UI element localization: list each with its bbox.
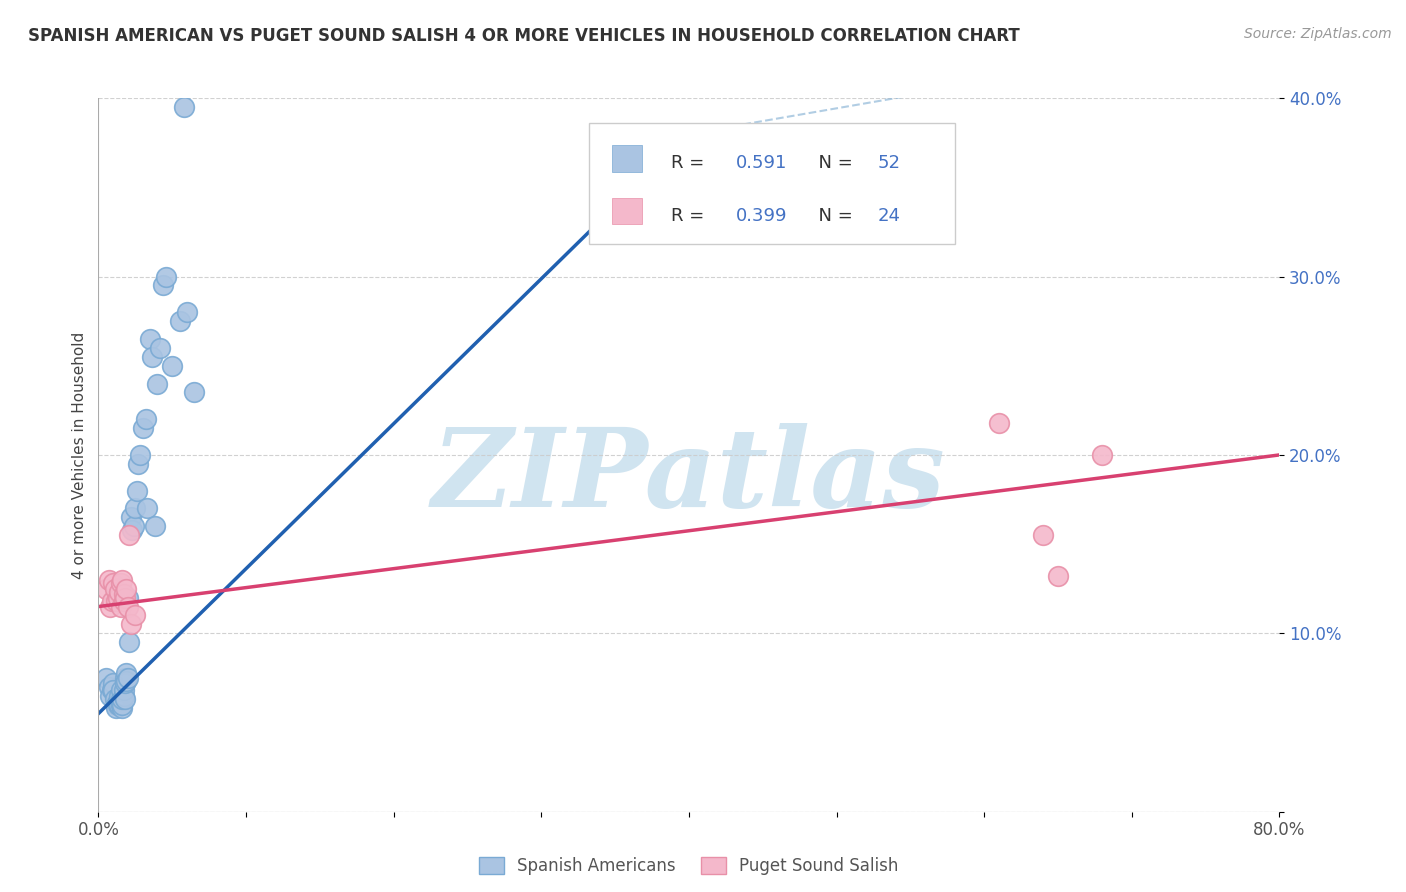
FancyBboxPatch shape <box>612 145 641 172</box>
Point <box>124 501 146 516</box>
Point <box>110 683 132 698</box>
Point <box>103 676 125 690</box>
Point <box>105 698 128 712</box>
Point <box>94 671 117 685</box>
Point <box>118 635 141 649</box>
Point <box>104 582 127 596</box>
Point <box>114 692 136 706</box>
Point <box>97 573 120 587</box>
Point <box>110 599 132 614</box>
Point <box>146 376 169 391</box>
Point <box>128 448 150 462</box>
Point <box>111 573 134 587</box>
Point <box>103 576 125 591</box>
Text: R =: R = <box>671 207 710 225</box>
Point <box>152 278 174 293</box>
Point <box>135 412 157 426</box>
Point <box>149 341 172 355</box>
Point <box>103 683 125 698</box>
Point <box>108 698 131 712</box>
Point <box>141 350 163 364</box>
Point <box>1091 448 1114 462</box>
Point <box>117 599 139 614</box>
Point <box>111 698 134 712</box>
Point <box>107 694 129 708</box>
Point <box>97 680 120 694</box>
Point <box>112 683 135 698</box>
Point <box>117 591 139 605</box>
Point <box>94 582 117 596</box>
Point <box>169 314 191 328</box>
Point <box>162 359 183 373</box>
Point <box>173 100 195 114</box>
Text: Source: ZipAtlas.com: Source: ZipAtlas.com <box>1244 27 1392 41</box>
Point <box>136 501 159 516</box>
Point <box>1046 569 1069 583</box>
Point <box>115 665 138 680</box>
Point <box>110 576 132 591</box>
Point <box>100 594 122 608</box>
Text: N =: N = <box>807 207 859 225</box>
Point <box>115 674 138 689</box>
Point <box>107 591 129 605</box>
Point <box>139 332 162 346</box>
Point <box>1032 528 1054 542</box>
Point <box>125 483 148 498</box>
Point <box>143 519 166 533</box>
Point <box>98 689 121 703</box>
Point <box>105 701 128 715</box>
Point <box>127 457 149 471</box>
Text: 0.399: 0.399 <box>737 207 787 225</box>
Point <box>987 416 1010 430</box>
Legend: Spanish Americans, Puget Sound Salish: Spanish Americans, Puget Sound Salish <box>472 850 905 882</box>
Point <box>110 698 132 712</box>
Point <box>155 269 177 284</box>
Point <box>111 701 134 715</box>
Point <box>105 594 128 608</box>
Text: 52: 52 <box>877 154 901 172</box>
Point <box>114 671 136 685</box>
Point <box>108 689 131 703</box>
Point <box>112 587 135 601</box>
Point <box>104 692 127 706</box>
Point <box>111 692 134 706</box>
Point <box>112 689 135 703</box>
Point <box>114 676 136 690</box>
Text: N =: N = <box>807 154 859 172</box>
Text: 0.591: 0.591 <box>737 154 787 172</box>
Point <box>112 594 135 608</box>
Point <box>183 385 205 400</box>
Y-axis label: 4 or more Vehicles in Household: 4 or more Vehicles in Household <box>72 331 87 579</box>
Text: 24: 24 <box>877 207 901 225</box>
FancyBboxPatch shape <box>612 197 641 224</box>
Point <box>115 582 138 596</box>
Point <box>100 683 122 698</box>
Text: SPANISH AMERICAN VS PUGET SOUND SALISH 4 OR MORE VEHICLES IN HOUSEHOLD CORRELATI: SPANISH AMERICAN VS PUGET SOUND SALISH 4… <box>28 27 1019 45</box>
Point <box>117 671 139 685</box>
Point <box>108 694 131 708</box>
Point <box>120 510 142 524</box>
Text: ZIPatlas: ZIPatlas <box>432 423 946 530</box>
Point <box>121 523 143 537</box>
FancyBboxPatch shape <box>589 123 955 244</box>
Point <box>132 421 155 435</box>
Point <box>124 608 146 623</box>
Text: R =: R = <box>671 154 710 172</box>
Point <box>108 585 131 599</box>
Point <box>114 591 136 605</box>
Point <box>107 698 129 712</box>
Point <box>110 692 132 706</box>
Point <box>176 305 198 319</box>
Point <box>120 617 142 632</box>
Point <box>98 599 121 614</box>
Point <box>122 519 145 533</box>
Point <box>118 528 141 542</box>
